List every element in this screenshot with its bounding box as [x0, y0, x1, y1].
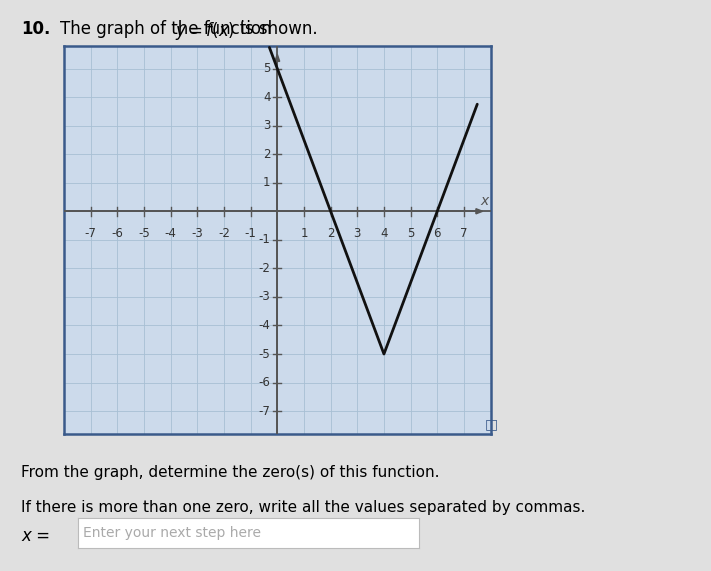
Text: 10.: 10. [21, 20, 50, 38]
Text: 6: 6 [434, 227, 441, 240]
Text: -7: -7 [85, 227, 97, 240]
Text: -1: -1 [245, 227, 257, 240]
Text: 3: 3 [263, 119, 271, 132]
Text: 3: 3 [353, 227, 361, 240]
FancyArrow shape [275, 54, 279, 434]
Text: x: x [480, 194, 488, 208]
Text: -7: -7 [259, 405, 271, 417]
Text: -2: -2 [259, 262, 271, 275]
Text: □: □ [485, 417, 498, 431]
Text: -4: -4 [165, 227, 176, 240]
Text: x =: x = [21, 526, 50, 545]
Text: 2: 2 [327, 227, 334, 240]
Text: -3: -3 [191, 227, 203, 240]
Text: 5: 5 [263, 62, 271, 75]
Text: 4: 4 [263, 91, 271, 103]
Text: 4: 4 [380, 227, 387, 240]
Text: $y = f(x)$: $y = f(x)$ [175, 20, 235, 42]
Text: 1: 1 [263, 176, 271, 189]
Text: From the graph, determine the zero(s) of this function.: From the graph, determine the zero(s) of… [21, 465, 440, 480]
Text: 7: 7 [460, 227, 468, 240]
Text: -6: -6 [112, 227, 123, 240]
Text: -5: -5 [138, 227, 150, 240]
Text: The graph of the function: The graph of the function [60, 20, 277, 38]
Text: 1: 1 [300, 227, 308, 240]
Text: 5: 5 [407, 227, 415, 240]
Text: -3: -3 [259, 291, 271, 303]
FancyArrow shape [64, 208, 483, 214]
Text: Enter your next step here: Enter your next step here [83, 526, 262, 540]
Text: -1: -1 [259, 234, 271, 246]
Text: -6: -6 [259, 376, 271, 389]
Text: If there is more than one zero, write all the values separated by commas.: If there is more than one zero, write al… [21, 500, 586, 514]
Text: -2: -2 [218, 227, 230, 240]
Text: -4: -4 [259, 319, 271, 332]
Text: 2: 2 [263, 148, 271, 160]
Text: is shown.: is shown. [235, 20, 318, 38]
Text: -5: -5 [259, 348, 271, 360]
